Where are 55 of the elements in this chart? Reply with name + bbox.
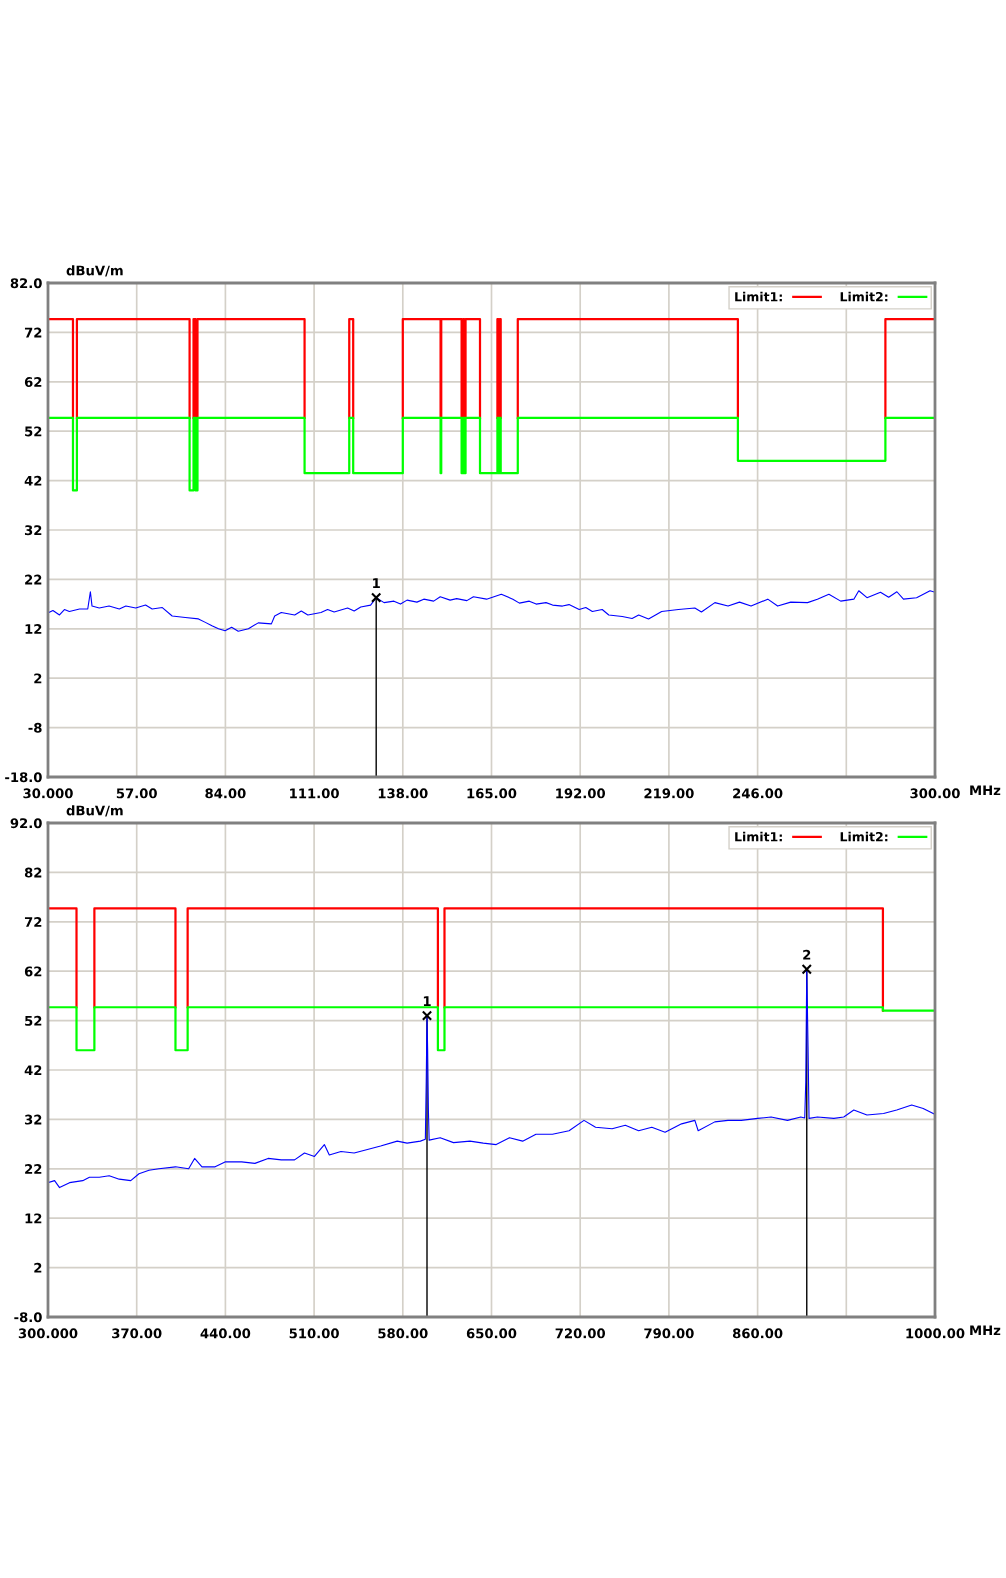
annotation: 1 xyxy=(423,996,431,1006)
annotation: 2 xyxy=(803,949,811,960)
y-axis-title: dBuV/m xyxy=(66,265,123,277)
y-tick-label: 52 xyxy=(25,426,42,437)
x-tick-label: 440.00 xyxy=(200,1328,251,1339)
annotation: 1 xyxy=(373,578,380,588)
y-tick-label: 82 xyxy=(24,867,42,878)
x-tick-label: 720.00 xyxy=(555,1328,606,1339)
y-tick-label: 72 xyxy=(24,917,42,927)
y-tick-label: 62 xyxy=(24,377,42,387)
x-axis-title: MHz xyxy=(970,1325,1001,1336)
x-tick-label: 370.00 xyxy=(112,1328,162,1339)
x-tick-label: 219.00 xyxy=(644,788,694,799)
y-tick-label: 62 xyxy=(24,966,42,977)
x-axis-title: MHz xyxy=(970,785,1001,796)
x-tick-label: 300.00 xyxy=(910,788,960,799)
y-tick-label: 92.0 xyxy=(10,818,42,829)
y-tick-label: 22 xyxy=(25,574,42,585)
x-tick-label: 300.000 xyxy=(18,1328,78,1339)
y-tick-label: 12 xyxy=(25,624,42,634)
legend-label: Limit2: xyxy=(840,831,888,842)
y-tick-label: 52 xyxy=(25,1015,42,1026)
x-tick-label: 650.00 xyxy=(466,1328,517,1339)
y-tick-label: 22 xyxy=(25,1164,42,1174)
y-tick-label: 42 xyxy=(24,475,42,486)
x-tick-label: 246.00 xyxy=(733,788,783,799)
y-tick-label: 32 xyxy=(24,1114,42,1125)
x-tick-label: 111.00 xyxy=(290,788,339,799)
y-tick-label: 32 xyxy=(24,525,42,536)
x-tick-label: 165.00 xyxy=(467,788,517,799)
x-tick-label: 790.00 xyxy=(644,1328,694,1339)
x-tick-label: 1000.00 xyxy=(906,1328,965,1339)
x-tick-label: 192.00 xyxy=(556,788,606,799)
y-tick-label: -8 xyxy=(28,722,42,733)
x-tick-label: 860.00 xyxy=(732,1328,783,1339)
line-series xyxy=(48,416,935,492)
y-tick-label: 2 xyxy=(34,1262,42,1273)
x-tick-label: 580.00 xyxy=(378,1328,428,1339)
y-axis-title: dBuV/m xyxy=(66,805,123,817)
legend-label: Limit2: xyxy=(840,291,888,302)
y-tick-label: 42 xyxy=(24,1065,42,1076)
y-tick-label: 72 xyxy=(24,327,42,338)
x-tick-label: 510.00 xyxy=(289,1328,339,1339)
x-tick-label: 138.00 xyxy=(378,788,428,799)
y-tick-label: -18.0 xyxy=(5,772,42,783)
y-tick-label: 82.0 xyxy=(10,278,42,289)
x-tick-label: 57.00 xyxy=(116,788,157,799)
legend-label: Limit1: xyxy=(735,291,782,302)
x-tick-label: 84.00 xyxy=(205,788,246,799)
legend-label: Limit1: xyxy=(735,831,782,842)
y-tick-label: -8.0 xyxy=(14,1312,42,1323)
y-tick-label: 12 xyxy=(25,1213,42,1224)
line-series xyxy=(48,590,935,632)
x-tick-label: 30.000 xyxy=(23,788,73,799)
y-tick-label: 2 xyxy=(34,673,42,684)
